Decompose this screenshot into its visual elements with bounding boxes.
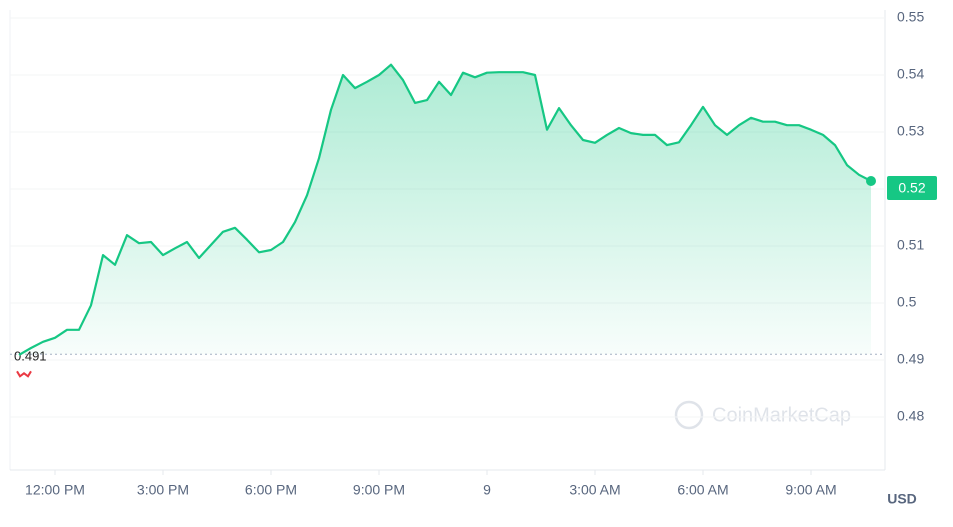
watermark: CoinMarketCap xyxy=(674,400,851,430)
x-tick-label: 6:00 AM xyxy=(677,482,728,498)
last-price-badge xyxy=(887,176,937,200)
y-tick-label: 0.55 xyxy=(897,9,924,25)
y-tick-label: 0.49 xyxy=(897,351,924,367)
x-tick-label: 6:00 PM xyxy=(245,482,297,498)
y-tick-label: 0.51 xyxy=(897,237,924,253)
y-tick-label: 0.54 xyxy=(897,66,924,82)
currency: USD xyxy=(887,491,917,507)
last-price-label: 0.52 xyxy=(898,180,925,196)
area-fill xyxy=(19,64,871,355)
x-tick-label: 3:00 AM xyxy=(569,482,620,498)
price-line xyxy=(18,63,872,356)
x-tick-label: 9:00 AM xyxy=(785,482,836,498)
watermark-logo xyxy=(674,400,704,430)
watermark-text: CoinMarketCap xyxy=(712,404,851,426)
x-tick-label: 9 xyxy=(483,482,491,498)
x-tick-label: 12:00 PM xyxy=(25,482,85,498)
x-tick-label: 3:00 PM xyxy=(137,482,189,498)
x-tick-label: 9:00 PM xyxy=(353,482,405,498)
y-tick-label: 0.5 xyxy=(897,294,917,310)
open-marker xyxy=(16,370,32,378)
y-tick-label: 0.48 xyxy=(897,408,924,424)
last-point xyxy=(866,176,876,187)
y-tick-label: 0.53 xyxy=(897,123,924,139)
